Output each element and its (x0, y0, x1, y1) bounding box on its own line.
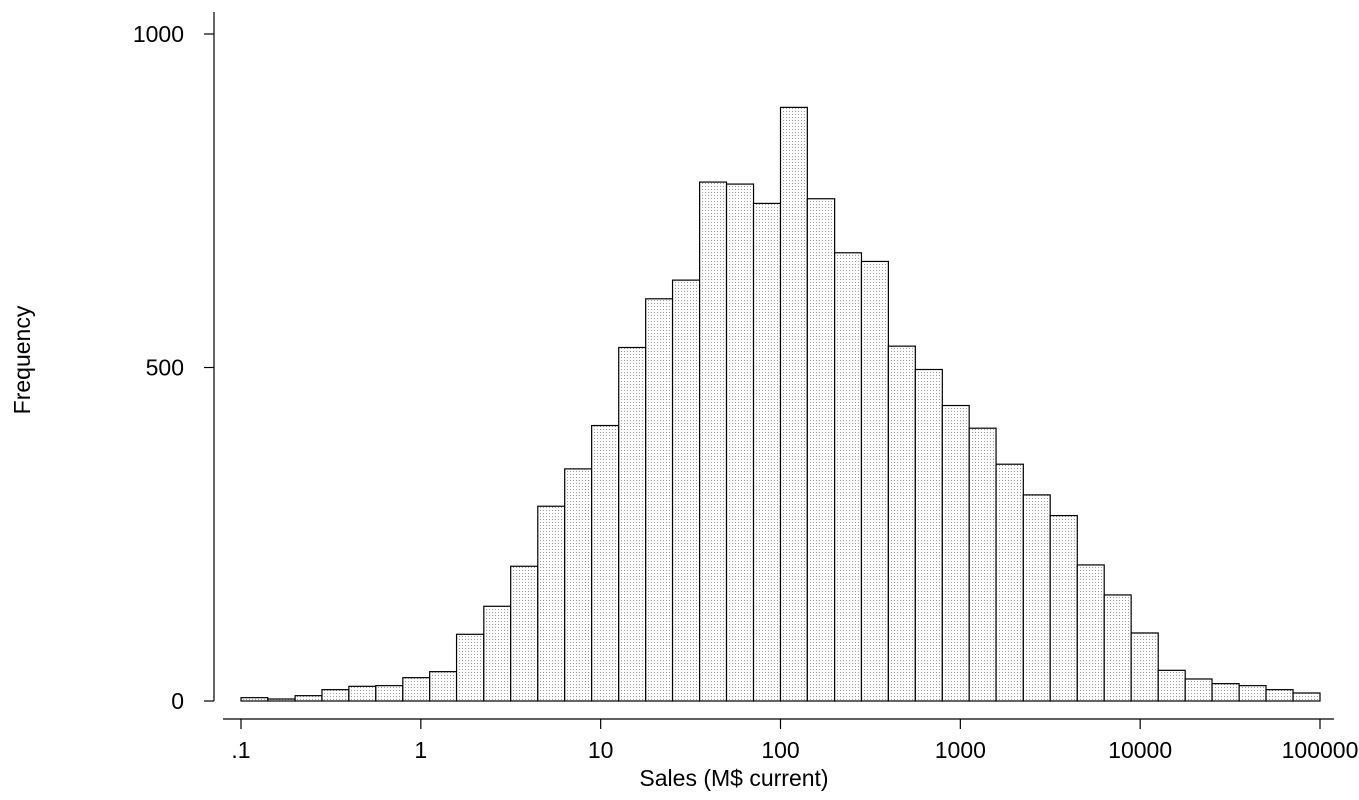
histogram-bar (591, 424, 620, 702)
histogram-bar (564, 468, 593, 702)
histogram-bar (1076, 564, 1105, 702)
histogram-bar (294, 695, 323, 702)
histogram-bar (240, 697, 269, 702)
histogram-bar (752, 202, 782, 702)
histogram-bar (725, 183, 755, 702)
x-tick-label: 100000 (1282, 737, 1359, 763)
histogram-bar (968, 427, 997, 702)
histogram-bar (455, 633, 485, 702)
histogram-bar (402, 677, 431, 702)
histogram-bar (671, 279, 701, 702)
histogram-bar (267, 698, 296, 702)
x-tick-label: 100 (761, 737, 799, 763)
x-tick-label: 10 (588, 737, 614, 763)
histogram-bar (1292, 692, 1321, 702)
histogram-bar (1184, 678, 1213, 702)
histogram-bar (510, 565, 539, 702)
histogram-bar (483, 605, 512, 702)
bars-group (240, 106, 1321, 702)
histogram-bar (348, 685, 377, 702)
x-tick-label: 10000 (1108, 737, 1172, 763)
histogram-bar (995, 463, 1024, 702)
histogram-bar (806, 198, 836, 702)
histogram-bar (699, 181, 728, 702)
histogram-bar (537, 505, 566, 702)
histogram-bar (1238, 685, 1267, 702)
histogram-bar (1130, 632, 1159, 702)
histogram-bar (1157, 669, 1186, 702)
y-axis: 0 500 1000 (133, 12, 215, 714)
x-tick-label: .1 (231, 737, 250, 763)
x-tick-label: 1 (414, 737, 427, 763)
histogram-bar (941, 404, 970, 702)
histogram-bar (887, 345, 916, 702)
histogram-bar (321, 689, 350, 702)
histogram-bar (618, 346, 647, 702)
histogram-bar (1211, 683, 1240, 702)
histogram-bar (779, 106, 808, 702)
histogram-bar (1049, 514, 1078, 702)
histogram-bar (1103, 594, 1132, 702)
y-tick-label: 0 (171, 688, 184, 714)
histogram-bar (914, 368, 943, 702)
y-tick-label: 500 (146, 355, 184, 381)
histogram-bar (645, 298, 674, 702)
histogram-bar (429, 671, 458, 702)
histogram-bar (1022, 494, 1051, 702)
histogram-bar (1265, 689, 1294, 702)
x-tick-label: 1000 (935, 737, 986, 763)
histogram-bar (834, 252, 863, 702)
x-axis: .1 1 10 100 1000 10000 100000 (223, 718, 1359, 763)
y-axis-title: Frequency (9, 305, 35, 414)
histogram-bar (375, 685, 404, 702)
histogram-bar (860, 260, 889, 702)
x-axis-title: Sales (M$ current) (639, 765, 828, 791)
y-tick-label: 1000 (133, 21, 184, 47)
